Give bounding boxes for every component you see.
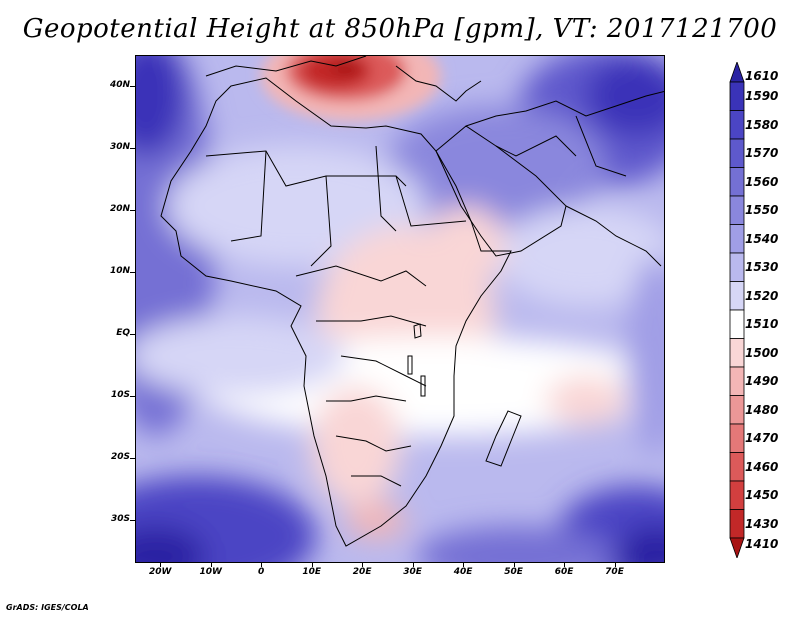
lon-tick-mark (261, 563, 263, 567)
colorbar-label: 1470 (745, 431, 779, 446)
lon-tick-label: 10W (199, 567, 222, 577)
colorbar-label: 1560 (745, 174, 779, 189)
colorbar-label: 1520 (745, 288, 779, 303)
geopotential-map (136, 56, 664, 562)
lat-tick-label: EQ (116, 327, 130, 338)
colorbar-bottom-arrow (729, 537, 745, 558)
lat-tick-label: 30N (109, 141, 130, 152)
lat-tick-mark (130, 85, 135, 87)
lon-tick-label: 70E (605, 567, 624, 577)
colorbar-segment (729, 167, 745, 197)
colorbar-segment (729, 110, 745, 140)
colorbar-label: 1580 (745, 117, 779, 132)
colorbar (729, 62, 745, 558)
lat-tick-label: 20N (109, 203, 130, 214)
colorbar-label: 1510 (745, 317, 779, 332)
colorbar-label: 1550 (745, 203, 779, 218)
grads-credit: GrADS: IGES/COLA (6, 603, 89, 612)
lat-tick-mark (130, 271, 135, 273)
lon-tick-label: 0 (258, 567, 265, 577)
colorbar-segment (729, 366, 745, 396)
colorbar-label: 1460 (745, 459, 779, 474)
lat-tick-label: 30S (110, 513, 130, 524)
colorbar-segment (729, 224, 745, 254)
lon-tick-label: 20E (352, 567, 372, 577)
lat-tick-mark (130, 395, 135, 397)
lon-tick-label: 40E (453, 567, 473, 577)
lon-tick-mark (463, 563, 465, 567)
lon-tick-label: 10E (302, 567, 321, 577)
colorbar-segment (729, 509, 745, 539)
colorbar-segment (729, 81, 745, 111)
lon-tick-label: 60E (554, 567, 574, 577)
lat-tick-mark (130, 147, 135, 149)
colorbar-segment (729, 395, 745, 425)
colorbar-label: 1590 (745, 89, 779, 104)
lat-tick-label: 10N (109, 265, 130, 276)
colorbar-label: 1490 (745, 374, 779, 389)
lon-tick-label: 50E (504, 567, 523, 577)
colorbar-label: 1530 (745, 260, 779, 275)
colorbar-label: 1540 (745, 231, 779, 246)
mediterranean-low (261, 56, 441, 121)
lat-tick-label: 40N (109, 79, 130, 90)
lat-tick-mark (130, 457, 135, 459)
lon-tick-label: 30E (403, 567, 422, 577)
lat-tick-mark (130, 519, 135, 521)
colorbar-segment (729, 452, 745, 482)
lon-tick-label: 20W (149, 567, 172, 577)
colorbar-label: 1430 (745, 516, 779, 531)
lon-tick-mark (210, 563, 212, 567)
colorbar-segment (729, 281, 745, 311)
colorbar-segment (729, 252, 745, 282)
colorbar-segment (729, 480, 745, 510)
chart-title: Geopotential Height at 850hPa [gpm], VT:… (22, 14, 778, 44)
lat-tick-mark (130, 333, 135, 335)
lat-tick-mark (130, 209, 135, 211)
lon-tick-mark (362, 563, 364, 567)
colorbar-label: 1500 (745, 345, 779, 360)
colorbar-label: 1610 (745, 69, 779, 83)
colorbar-top-arrow (729, 62, 745, 83)
map-panel (135, 55, 665, 563)
lon-tick-mark (311, 563, 313, 567)
lat-tick-label: 10S (110, 389, 130, 400)
colorbar-segment (729, 338, 745, 368)
lon-tick-mark (513, 563, 515, 567)
lon-tick-mark (160, 563, 162, 567)
lat-tick-label: 20S (110, 451, 130, 462)
lon-tick-mark (564, 563, 566, 567)
lon-tick-mark (412, 563, 414, 567)
colorbar-label: 1480 (745, 402, 779, 417)
colorbar-label: 1410 (745, 537, 779, 551)
colorbar-label: 1570 (745, 146, 779, 161)
colorbar-segment (729, 195, 745, 225)
lon-tick-mark (614, 563, 616, 567)
colorbar-segment (729, 138, 745, 168)
colorbar-segment (729, 309, 745, 339)
colorbar-segment (729, 423, 745, 453)
colorbar-label: 1450 (745, 488, 779, 503)
coastlines (160, 56, 664, 547)
